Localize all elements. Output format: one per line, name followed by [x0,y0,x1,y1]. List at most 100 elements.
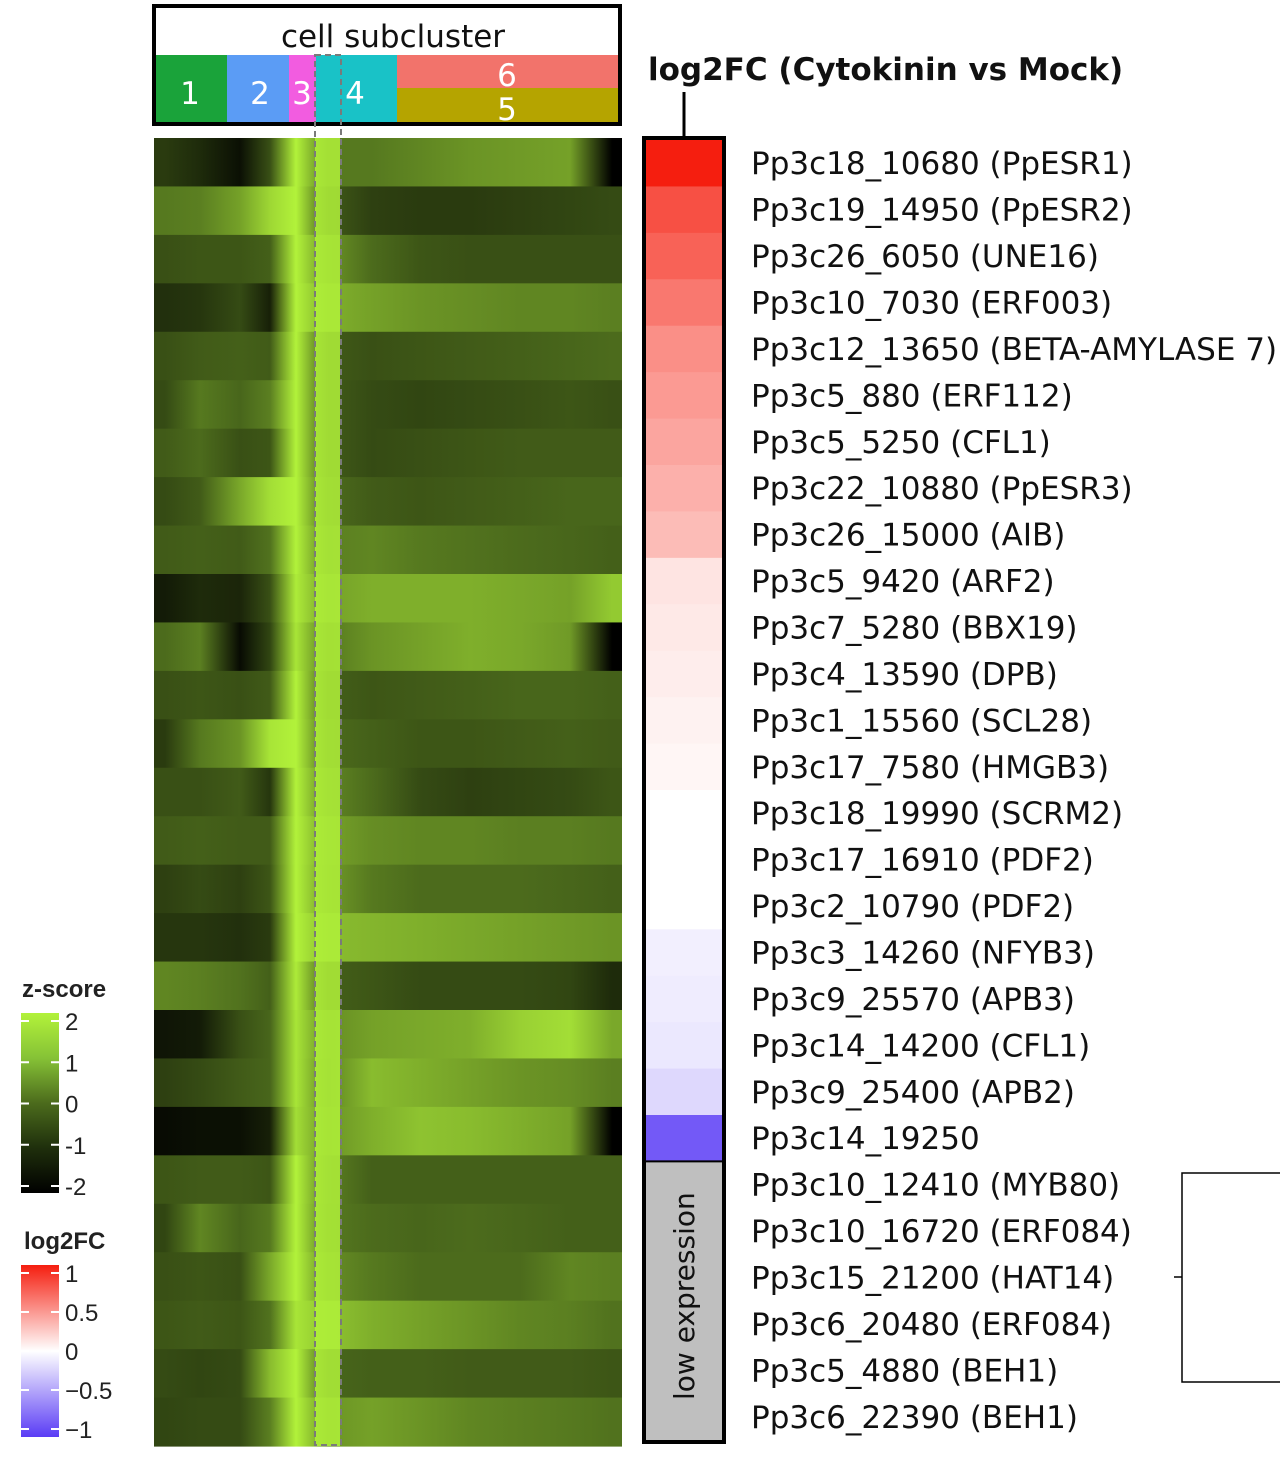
cluster-3-stripe [315,138,340,1446]
gene-label: Pp3c26_6050 (UNE16) [751,239,1099,275]
heatmap-row [154,1300,622,1350]
gene-label: Pp3c17_7580 (HMGB3) [751,750,1109,786]
heatmap-row [154,283,622,333]
gene-label: Pp3c10_12410 (MYB80) [751,1168,1120,1204]
cluster-label-1: 1 [180,76,200,112]
zscore-heatmap [154,138,622,1447]
heatmap-row [154,331,622,381]
log2fc-cell [646,325,722,373]
log2fc-cell [646,790,722,838]
heatmap-row [154,138,622,188]
heatmap-row [154,767,622,817]
log2fc-cell [646,232,722,280]
gene-label: Pp3c18_19990 (SCRM2) [751,796,1123,832]
log2fc-title: log2FC (Cytokinin vs Mock) [648,52,1123,88]
gene-label: Pp3c22_10880 (PpESR3) [751,471,1133,507]
cluster-header-label: cell subcluster [281,19,505,55]
log2fc-legend-tick-label: −1 [65,1417,92,1444]
gene-labels: Pp3c18_10680 (PpESR1) Pp3c19_14950 (PpESR… [751,146,1277,1436]
log2fc-cell [646,557,722,605]
cluster-3-highlight-box [314,54,342,1446]
heatmap-row [154,234,622,284]
log2fc-legend-tick-label: −0.5 [65,1378,112,1405]
heatmap-row [154,1203,622,1253]
zscore-legend-title: z-score [22,976,106,1003]
log2fc-cell [646,743,722,791]
heatmap-row [154,622,622,672]
heatmap-row [154,719,622,769]
gene-label: Pp3c10_16720 (ERF084) [751,1214,1132,1250]
cluster-label-3: 3 [292,76,312,112]
gene-label: Pp3c26_15000 (AIB) [751,518,1065,554]
log2fc-legend: log2FC 1 0.5 0 −0.5 −1 [21,1228,112,1444]
low-expression-label: low expression [668,1192,701,1400]
heatmap-row [154,1106,622,1156]
zscore-legend-tick-label: 2 [65,1009,78,1036]
log2fc-cell [646,140,722,188]
heatmap-row [154,574,622,624]
log2fc-legend-tick-label: 0 [65,1339,78,1366]
log2fc-cell [646,1068,722,1116]
log2fc-cell [646,604,722,652]
log2fc-cell [646,1022,722,1070]
heatmap-row [154,913,622,963]
log2fc-cell [646,929,722,977]
gene-label: Pp3c5_5250 (CFL1) [751,425,1051,461]
gene-label: Pp3c6_20480 (ERF084) [751,1307,1112,1343]
gene-label: Pp3c15_21200 (HAT14) [751,1261,1114,1297]
log2fc-legend-tick-label: 0.5 [65,1300,98,1327]
log2fc-cell [646,650,722,698]
gene-label: Pp3c4_13590 (DPB) [751,657,1058,693]
gene-label: Pp3c7_5280 (BBX19) [751,611,1078,647]
heatmap-row [154,816,622,866]
gene-label: Pp3c12_13650 (BETA-AMYLASE 7) [751,332,1277,368]
zscore-legend-tick-label: -2 [65,1174,86,1201]
gene-label: Pp3c2_10790 (PDF2) [751,889,1074,925]
cluster-label-5: 5 [497,92,517,128]
log2fc-cell [646,418,722,466]
heatmap-row [154,961,622,1011]
low-expression-block [646,1161,722,1440]
gene-label: Pp3c14_19250 [751,1121,980,1157]
gene-label: Pp3c9_25400 (APB2) [751,1075,1075,1111]
zscore-legend: z-score 2 1 0 -1 -2 [21,976,106,1201]
log2fc-column [644,140,724,1440]
gene-label: Pp3c3_14260 (NFYB3) [751,936,1095,972]
heatmap-row [154,670,622,720]
heatmap-row [154,380,622,430]
cluster-bar-4 [316,55,397,122]
zscore-legend-tick-label: 0 [65,1092,78,1119]
log2fc-cell [646,697,722,745]
zscore-legend-tick-label: -1 [65,1133,86,1160]
log2fc-cell [646,1115,722,1163]
gene-label: Pp3c9_25570 (APB3) [751,982,1075,1018]
gene-label: Pp3c6_22390 (BEH1) [751,1400,1078,1436]
log2fc-legend-title: log2FC [24,1228,105,1255]
gene-label: Pp3c1_15560 (SCL28) [751,703,1092,739]
cluster-header: cell subcluster 1 2 3 4 6 5 [152,4,622,128]
gene-label: Pp3c17_16910 (PDF2) [751,843,1094,879]
cluster-label-2: 2 [250,76,270,112]
heatmap-row [154,1058,622,1108]
cluster-bar-3 [289,55,316,122]
log2fc-legend-tick-label: 1 [65,1261,78,1288]
cluster-bar-6 [397,55,618,88]
cluster-label-4: 4 [345,76,365,112]
gene-label: Pp3c10_7030 (ERF003) [751,286,1112,322]
log2fc-cell [646,186,722,234]
heatmap-row [154,1397,622,1447]
heatmap-row [154,1010,622,1060]
cluster-bar-5 [397,88,618,122]
log2fc-cell [646,975,722,1023]
gene-label: Pp3c14_14200 (CFL1) [751,1028,1090,1064]
gene-label: Pp3c5_880 (ERF112) [751,378,1073,414]
gene-label: Pp3c5_9420 (ARF2) [751,564,1055,600]
cluster-bar-2 [227,55,289,122]
log2fc-cell [646,372,722,420]
heatmap-row [154,864,622,914]
heatmap-row [154,186,622,236]
heatmap-row [154,428,622,478]
log2fc-cell [646,882,722,930]
log2fc-cell [646,836,722,884]
